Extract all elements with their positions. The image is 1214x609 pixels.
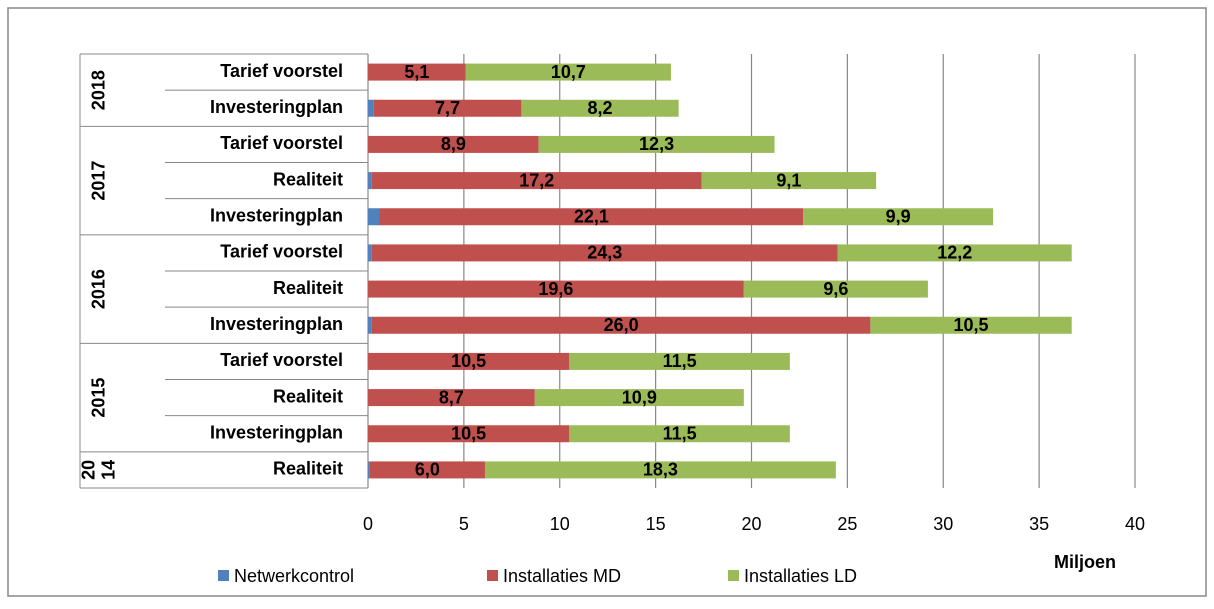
legend-label: Netwerkcontrol [234,566,354,586]
bar-segment [870,316,1072,334]
group-label: 2018 [89,70,109,110]
bar-segment [743,280,928,298]
category-label: Tarief voorstel [220,133,343,153]
data-label: 10,7 [551,62,586,82]
bar-segment [534,389,744,407]
x-tick-label: 10 [550,514,570,534]
category-label: Investeringplan [210,97,343,117]
bar-segment [521,99,679,117]
chart-border [7,7,1207,597]
data-label: 26,0 [604,315,639,335]
data-label: 24,3 [587,243,622,263]
bar-segment [368,244,372,262]
bar-segment [569,352,790,370]
bar-segment [368,63,466,81]
category-label: Investeringplan [210,206,343,226]
bar-segment [837,244,1072,262]
legend-swatch [487,570,498,581]
x-tick-label: 40 [1125,514,1145,534]
bar-segment [373,99,522,117]
data-label: 10,9 [622,387,657,407]
data-label: 10,5 [954,315,989,335]
bar-segment [803,208,994,226]
bar-segment [368,172,372,190]
category-label: Tarief voorstel [220,242,343,262]
bar-segment [368,135,539,153]
legend-label: Installaties MD [503,566,621,586]
data-label: 19,6 [538,279,573,299]
data-label: 12,3 [639,134,674,154]
bar-segment [465,63,671,81]
category-label: Realiteit [273,278,343,298]
data-label: 6,0 [415,460,440,480]
data-label: 7,7 [435,98,460,118]
x-tick-label: 20 [741,514,761,534]
bar-segment [368,425,570,443]
x-tick-label: 15 [646,514,666,534]
category-label: Tarief voorstel [220,61,343,81]
bar-segment [368,208,380,226]
bar-segment [368,316,372,334]
category-label: Tarief voorstel [220,350,343,370]
group-label: 2015 [89,378,109,418]
group-label: 20 [79,460,99,480]
bar-segment [368,389,535,407]
bar-segment [484,461,836,479]
data-label: 11,5 [663,424,697,444]
category-label: Investeringplan [210,423,343,443]
data-label: 9,6 [823,279,848,299]
bar-segment [569,425,790,443]
bar-segment [701,172,877,190]
data-label: 9,9 [886,207,911,227]
legend-swatch [218,570,229,581]
x-tick-label: 5 [459,514,469,534]
data-label: 9,1 [776,170,801,190]
bar-segment [368,461,370,479]
data-label: 22,1 [574,207,609,227]
category-label: Realiteit [273,459,343,479]
data-label: 8,7 [439,387,464,407]
data-label: 10,5 [451,351,486,371]
bar-segment [371,316,871,334]
bar-segment [368,99,374,117]
category-label: Investeringplan [210,314,343,334]
data-label: 18,3 [643,460,678,480]
category-label: Realiteit [273,169,343,189]
data-label: 12,2 [937,243,972,263]
x-axis-label: Miljoen [1054,552,1116,572]
group-label: 2016 [89,269,109,309]
bar-segment [371,244,838,262]
x-tick-label: 0 [363,514,373,534]
data-label: 8,2 [588,98,613,118]
bar-segment [538,135,775,153]
bar-segment [379,208,804,226]
category-label: Realiteit [273,386,343,406]
group-label: 14 [99,460,119,480]
bar-segment [368,280,744,298]
data-label: 11,5 [663,351,697,371]
legend-label: Installaties LD [744,566,857,586]
x-tick-label: 25 [837,514,857,534]
data-label: 5,1 [404,62,429,82]
bar-segment [371,172,702,190]
bar-segment [368,352,570,370]
group-label: 2017 [89,161,109,201]
x-tick-label: 30 [933,514,953,534]
x-tick-label: 35 [1029,514,1049,534]
data-label: 17,2 [519,170,554,190]
legend-swatch [728,570,739,581]
bar-segment [369,461,485,479]
data-label: 10,5 [451,424,486,444]
data-label: 8,9 [441,134,466,154]
